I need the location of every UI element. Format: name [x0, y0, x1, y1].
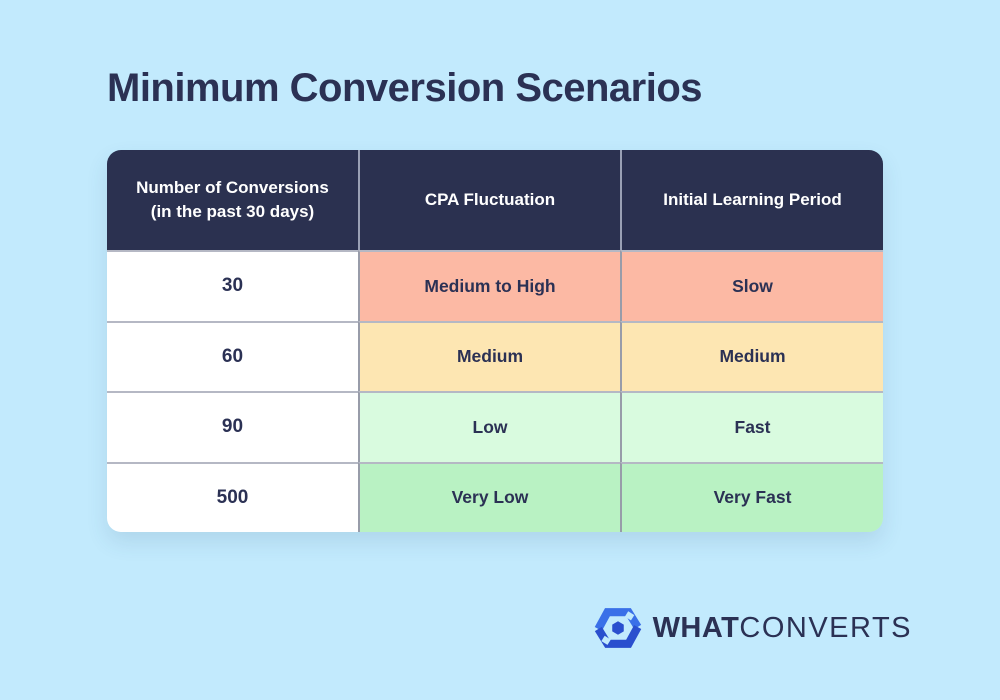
row-4-conversions-cell: 500: [107, 461, 358, 532]
whatconverts-logo: WHAT CONVERTS: [594, 604, 912, 652]
row-3-conversions-cell: 90: [107, 391, 358, 462]
page-title: Minimum Conversion Scenarios: [107, 66, 703, 110]
row-3-learning-period-cell: Fast: [620, 391, 883, 462]
row-4-learning-period-cell: Very Fast: [620, 461, 883, 532]
row-2-conversions-cell: 60: [107, 320, 358, 391]
whatconverts-hexagon-icon: [594, 608, 641, 648]
row-1-cpa-fluctuation-cell: Medium to High: [358, 250, 620, 321]
header-line-1: Initial Learning Period: [663, 190, 842, 210]
header-line-2: (in the past 30 days): [150, 202, 315, 221]
row-4-cpa-fluctuation-cell: Very Low: [358, 461, 620, 532]
header-cell-learning-period: Initial Learning Period: [620, 150, 883, 250]
row-1-conversions-cell: 30: [107, 250, 358, 321]
wordmark-what: WHAT: [652, 611, 740, 644]
row-3-cpa-fluctuation-cell: Low: [358, 391, 620, 462]
whatconverts-wordmark: WHAT CONVERTS: [653, 612, 912, 645]
header-line-1: Number of Conversions: [136, 178, 329, 198]
header-cell-cpa-fluctuation: CPA Fluctuation: [358, 150, 620, 250]
header-cell-conversions: Number of Conversions (in the past 30 da…: [107, 150, 358, 250]
conversion-scenarios-table: Number of Conversions (in the past 30 da…: [107, 150, 883, 532]
row-2-learning-period-cell: Medium: [620, 320, 883, 391]
wordmark-converts: CONVERTS: [739, 611, 912, 644]
row-1-learning-period-cell: Slow: [620, 250, 883, 321]
header-line-1: CPA Fluctuation: [424, 190, 556, 210]
row-2-cpa-fluctuation-cell: Medium: [358, 320, 620, 391]
